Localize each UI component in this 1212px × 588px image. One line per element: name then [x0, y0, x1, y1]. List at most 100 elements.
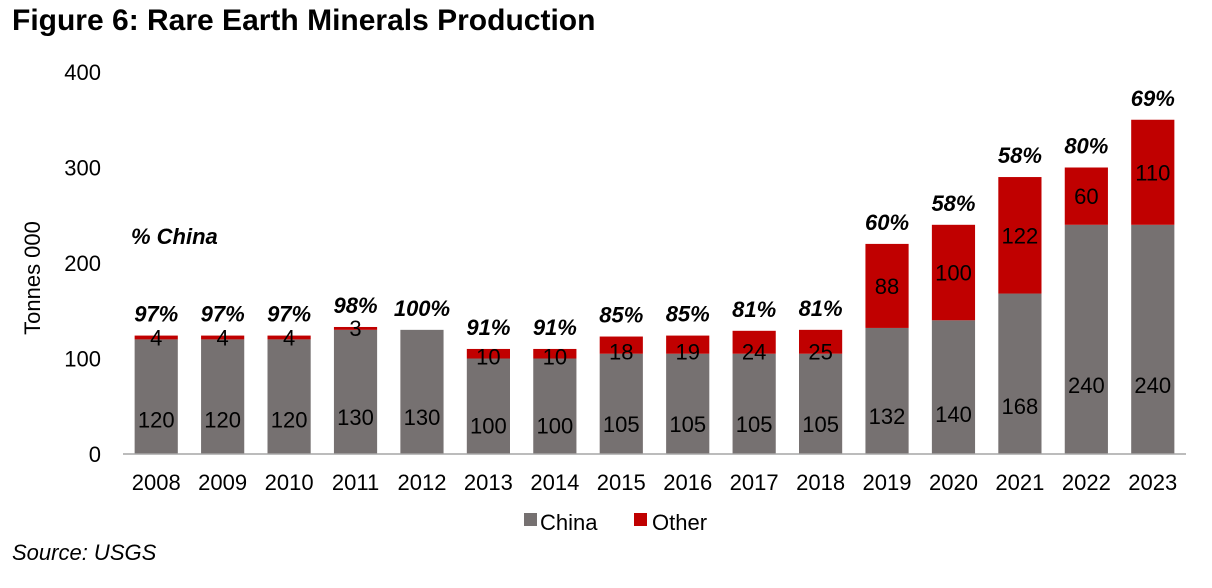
x-tick-label: 2016	[663, 470, 712, 495]
x-tick-label: 2010	[265, 470, 314, 495]
bar-other	[466, 348, 510, 359]
bar-other	[1064, 167, 1108, 225]
value-label-china: 120	[271, 408, 308, 433]
pct-china-value: 60%	[865, 210, 909, 235]
bar-other	[732, 330, 776, 354]
y-axis-title: Tonnes 000	[20, 221, 45, 335]
pct-china-value: 85%	[599, 303, 643, 328]
bar-china	[1131, 224, 1175, 454]
bar-other	[865, 243, 909, 328]
x-tick-label: 2013	[464, 470, 513, 495]
legend-swatch-other	[634, 513, 647, 526]
value-label-other: 3	[349, 316, 361, 341]
bar-china	[865, 327, 909, 454]
value-label-other: 4	[283, 325, 295, 350]
y-tick-label: 100	[64, 347, 101, 372]
value-label-other: 24	[742, 340, 766, 365]
value-label-china: 120	[204, 408, 241, 433]
legend-label-other: Other	[652, 510, 707, 535]
value-label-china: 100	[536, 413, 573, 438]
value-label-other: 4	[217, 325, 229, 350]
pct-china-value: 97%	[201, 302, 245, 327]
x-tick-label: 2021	[995, 470, 1044, 495]
value-label-other: 19	[675, 340, 699, 365]
bar-other	[333, 326, 378, 330]
y-tick-label: 200	[64, 251, 101, 276]
value-label-china: 132	[869, 404, 906, 429]
x-axis-ticks: 2008 2009 2010 2011 2012 2013 2014 2015 2016 2017…	[132, 470, 1178, 495]
bar-other	[533, 348, 577, 359]
bars-group	[134, 119, 1175, 454]
x-tick-label: 2015	[597, 470, 646, 495]
value-label-china: 100	[470, 413, 507, 438]
bar-other	[998, 177, 1042, 294]
value-label-china: 168	[1002, 394, 1039, 419]
bar-other	[201, 335, 245, 340]
pct-labels-group: 97% 97% 97% 98% 100% 91% 91% 85% 85% 81% 81% 60% 58%…	[134, 86, 1175, 340]
value-label-other: 4	[150, 325, 162, 350]
legend-label-china: China	[540, 510, 598, 535]
value-label-china: 120	[138, 408, 175, 433]
y-tick-label: 400	[64, 60, 101, 85]
pct-china-value: 80%	[1064, 134, 1108, 159]
pct-china-value: 81%	[799, 296, 843, 321]
value-label-china: 140	[935, 402, 972, 427]
bar-china	[267, 339, 311, 454]
bar-china	[666, 353, 710, 454]
x-tick-label: 2011	[332, 470, 379, 495]
y-tick-label: 300	[64, 156, 101, 181]
x-tick-label: 2012	[397, 470, 446, 495]
x-tick-label: 2009	[198, 470, 247, 495]
x-tick-label: 2019	[863, 470, 912, 495]
pct-china-value: 97%	[134, 302, 178, 327]
value-label-other: 122	[1002, 223, 1039, 248]
pct-china-value: 81%	[732, 297, 776, 322]
value-label-china: 105	[802, 412, 839, 437]
legend-swatch-china	[524, 513, 537, 526]
value-label-other: 100	[935, 261, 972, 286]
y-tick-label: 0	[89, 442, 101, 467]
bar-china	[998, 293, 1042, 454]
pct-china-value: 91%	[533, 315, 577, 340]
y-axis-ticks: 0 100 200 300 400	[64, 60, 101, 467]
pct-china-value: 58%	[998, 143, 1042, 168]
pct-china-value: 91%	[466, 315, 510, 340]
bar-other	[666, 335, 710, 354]
bar-china	[599, 353, 643, 454]
pct-china-value: 100%	[394, 296, 450, 321]
figure-title: Figure 6: Rare Earth Minerals Production	[12, 4, 596, 37]
bar-china	[134, 339, 178, 454]
bar-other	[267, 335, 311, 340]
value-label-other: 110	[1135, 160, 1170, 185]
value-label-other: 60	[1074, 184, 1098, 209]
value-label-china: 130	[337, 405, 374, 430]
pct-china-value: 85%	[666, 302, 710, 327]
source-note: Source: USGS	[12, 540, 157, 565]
legend: China Other	[524, 510, 707, 535]
pct-china-label: % China	[131, 224, 218, 249]
value-label-china: 130	[404, 405, 441, 430]
value-label-other: 10	[476, 345, 500, 370]
value-label-china: 105	[603, 412, 640, 437]
value-label-china: 105	[669, 412, 706, 437]
value-label-china: 240	[1068, 373, 1105, 398]
bar-other	[1131, 119, 1175, 225]
bar-other	[599, 336, 643, 354]
pct-china-value: 98%	[334, 293, 378, 318]
pct-china-value: 58%	[931, 191, 975, 216]
pct-china-value: 97%	[267, 302, 311, 327]
value-label-other: 25	[808, 340, 832, 365]
x-tick-label: 2020	[929, 470, 978, 495]
bar-china	[1064, 224, 1108, 454]
x-tick-label: 2018	[796, 470, 845, 495]
pct-china-value: 69%	[1131, 86, 1175, 111]
x-tick-label: 2008	[132, 470, 181, 495]
bar-other	[931, 224, 976, 321]
bar-china	[533, 358, 577, 454]
bar-china	[931, 320, 976, 454]
x-tick-label: 2014	[530, 470, 579, 495]
bar-other	[799, 329, 843, 354]
bar-china	[400, 329, 444, 454]
value-label-china: 105	[736, 412, 773, 437]
